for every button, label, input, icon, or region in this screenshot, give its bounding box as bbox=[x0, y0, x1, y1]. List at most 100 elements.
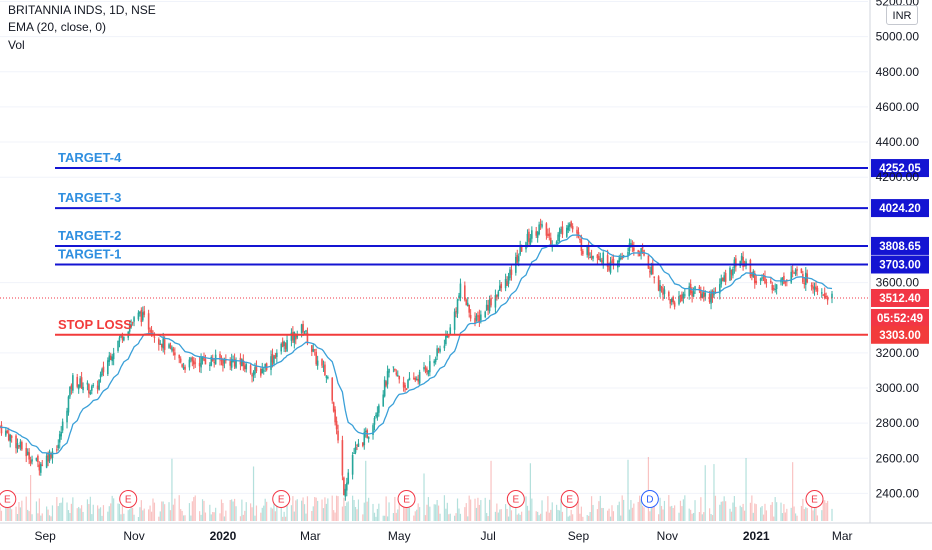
candle-body bbox=[504, 279, 507, 289]
candle-body bbox=[496, 294, 498, 298]
volume-bar bbox=[182, 515, 185, 521]
candle-body bbox=[468, 304, 470, 313]
volume-bar bbox=[290, 505, 293, 521]
countdown-tag: 05:52:49 bbox=[877, 313, 923, 325]
level-price-tag-bg bbox=[871, 236, 929, 255]
volume-bar bbox=[478, 504, 480, 521]
candle-body bbox=[60, 431, 62, 437]
candle-body bbox=[414, 377, 417, 381]
candle-body bbox=[548, 233, 551, 237]
candle-body bbox=[822, 294, 825, 296]
candle-body bbox=[579, 238, 581, 240]
volume-bar bbox=[500, 509, 502, 521]
candle-body bbox=[86, 382, 89, 385]
volume-bar bbox=[337, 496, 339, 521]
volume-bar bbox=[181, 510, 183, 521]
volume-bar bbox=[627, 459, 629, 521]
volume-bar bbox=[621, 495, 623, 521]
volume-bar bbox=[403, 503, 405, 521]
candle-body bbox=[679, 295, 682, 297]
candle-body bbox=[498, 285, 501, 291]
volume-bar bbox=[414, 511, 416, 521]
volume-bar bbox=[631, 507, 633, 521]
volume-bar bbox=[11, 509, 13, 521]
volume-bar bbox=[671, 505, 673, 521]
volume-bar bbox=[427, 497, 429, 521]
candle-body bbox=[131, 322, 134, 324]
symbol-title: BRITANNIA INDS, 1D, NSE bbox=[8, 3, 156, 17]
volume-bar bbox=[439, 513, 441, 521]
candle-body bbox=[66, 410, 68, 423]
volume-bar bbox=[446, 502, 448, 521]
volume-bar bbox=[824, 500, 826, 521]
volume-bar bbox=[437, 505, 440, 521]
volume-bar bbox=[27, 509, 29, 521]
volume-bar bbox=[630, 500, 632, 521]
volume-bar bbox=[325, 503, 327, 521]
candle-body bbox=[662, 288, 664, 295]
candle-body bbox=[169, 345, 172, 348]
candle-body bbox=[302, 323, 304, 333]
volume-bar bbox=[762, 514, 765, 521]
candle-body bbox=[418, 371, 421, 384]
candle-body bbox=[673, 302, 676, 307]
volume-bar bbox=[97, 505, 99, 521]
candle-body bbox=[255, 366, 258, 371]
candle-body bbox=[434, 358, 437, 363]
volume-bar bbox=[570, 509, 572, 521]
candle-body bbox=[485, 304, 488, 311]
price-tick-label: 2800.00 bbox=[876, 416, 920, 430]
candle-body bbox=[831, 293, 833, 299]
candle-body bbox=[437, 348, 440, 351]
volume-bar bbox=[754, 503, 756, 521]
volume-bar bbox=[51, 505, 54, 521]
volume-bar bbox=[99, 507, 102, 521]
currency-selector[interactable]: INR bbox=[886, 5, 918, 25]
candle-body bbox=[382, 394, 385, 407]
volume-bar bbox=[315, 497, 317, 521]
volume-bar bbox=[505, 504, 507, 521]
candle-body bbox=[254, 367, 256, 374]
event-label: E bbox=[566, 495, 573, 506]
candle-body bbox=[245, 364, 248, 370]
volume-bar bbox=[786, 508, 788, 521]
candle-body bbox=[678, 296, 680, 305]
candle-body bbox=[392, 366, 395, 368]
volume-bar bbox=[60, 502, 62, 521]
candle-body bbox=[130, 324, 132, 328]
volume-bar bbox=[174, 498, 176, 521]
volume-bar bbox=[209, 504, 211, 521]
candle-body bbox=[16, 443, 19, 449]
volume-bar bbox=[643, 507, 645, 521]
candle-body bbox=[816, 287, 819, 292]
candle-body bbox=[405, 388, 408, 390]
volume-bar bbox=[255, 505, 258, 521]
volume-bar bbox=[79, 508, 81, 521]
level-label: STOP LOSS bbox=[58, 317, 132, 332]
candle-body bbox=[362, 442, 364, 446]
candle-body bbox=[203, 356, 205, 361]
volume-bar bbox=[528, 510, 530, 521]
level-label: TARGET-2 bbox=[58, 228, 121, 243]
volume-bars bbox=[0, 456, 833, 521]
price-tick-label: 3000.00 bbox=[876, 381, 920, 395]
event-marker bbox=[560, 490, 579, 508]
volume-bar bbox=[722, 501, 724, 521]
candle-body bbox=[608, 266, 610, 271]
candle-body bbox=[249, 365, 252, 374]
volume-legend: Vol bbox=[8, 38, 25, 52]
candle-body bbox=[480, 314, 482, 321]
candle-body bbox=[174, 352, 176, 356]
event-marker bbox=[397, 490, 416, 508]
candle-body bbox=[241, 359, 243, 367]
volume-bar bbox=[88, 504, 90, 521]
volume-bar bbox=[743, 510, 746, 521]
volume-bar bbox=[283, 511, 285, 521]
candle-body bbox=[112, 353, 115, 360]
volume-bar bbox=[172, 504, 174, 521]
candle-body bbox=[353, 452, 355, 454]
volume-bar bbox=[714, 495, 717, 521]
volume-bar bbox=[50, 516, 52, 521]
candle-body bbox=[147, 313, 150, 330]
